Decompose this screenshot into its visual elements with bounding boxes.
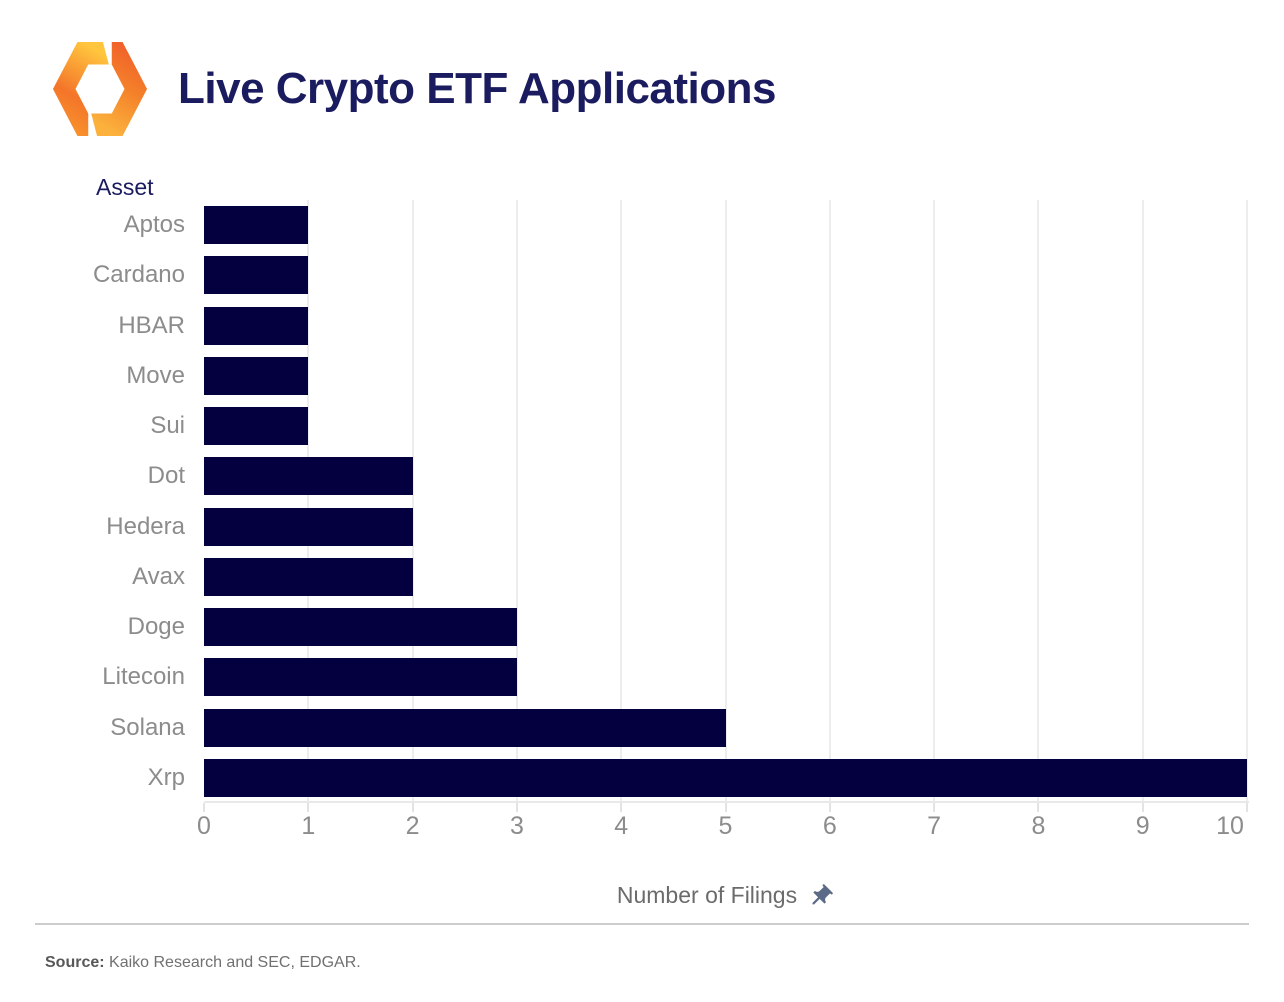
y-label-litecoin: Litecoin xyxy=(102,663,185,691)
source-label: Source: xyxy=(45,954,105,971)
y-label-sui: Sui xyxy=(150,412,185,439)
bar-xrp xyxy=(204,758,1247,797)
tickmark-10 xyxy=(1246,803,1248,812)
bar-cardano xyxy=(204,256,309,295)
y-label-avax: Avax xyxy=(132,562,185,590)
gridline-x-3 xyxy=(515,200,518,803)
gridline-x-9 xyxy=(1141,200,1144,803)
x-tick-label-2: 2 xyxy=(405,812,420,840)
tickmark-9 xyxy=(1141,803,1144,812)
gridline-x-8 xyxy=(1037,200,1040,803)
x-tick-label-8: 8 xyxy=(1031,812,1046,840)
bar-hbar xyxy=(204,306,309,345)
x-tick-label-9: 9 xyxy=(1135,812,1150,840)
bar-doge xyxy=(204,608,517,647)
kaiko-logo-icon xyxy=(52,41,148,137)
gridline-x-10 xyxy=(1246,200,1248,803)
bar-solana xyxy=(204,708,726,747)
x-tick-label-10: 10 xyxy=(1216,812,1244,840)
pushpin-icon xyxy=(807,883,834,916)
y-label-cardano: Cardano xyxy=(92,261,185,289)
x-tick-label-1: 1 xyxy=(301,812,316,840)
bar-avax xyxy=(204,557,413,596)
source-text: Kaiko Research and SEC, EDGAR. xyxy=(104,954,361,971)
y-label-xrp: Xrp xyxy=(147,763,185,791)
tickmark-1 xyxy=(307,803,310,812)
x-tick-label-4: 4 xyxy=(614,812,629,840)
gridline-x-5 xyxy=(724,200,727,803)
y-axis-labels: Aptos Cardano HBAR Move Sui Dot Hedera Avax Doge… xyxy=(0,200,185,803)
x-axis-title: Number of Filings xyxy=(204,882,1247,916)
bar-move xyxy=(204,356,309,395)
y-label-move: Move xyxy=(126,361,185,389)
tickmark-7 xyxy=(933,803,936,812)
bar-litecoin xyxy=(204,658,517,697)
bar-dot xyxy=(204,457,413,496)
gridline-x-2 xyxy=(411,200,414,803)
bar-aptos xyxy=(204,206,309,245)
x-tick-label-7: 7 xyxy=(927,812,942,840)
tickmark-0 xyxy=(203,803,205,812)
source-note: Source: Kaiko Research and SEC, EDGAR. xyxy=(45,954,361,972)
footer-divider xyxy=(35,923,1249,925)
gridline-x-4 xyxy=(620,200,623,803)
y-label-dot: Dot xyxy=(147,462,185,490)
y-label-aptos: Aptos xyxy=(123,211,185,238)
gridline-x-6 xyxy=(828,200,831,803)
bar-hedera xyxy=(204,507,413,546)
x-tick-label-3: 3 xyxy=(509,812,524,840)
y-label-doge: Doge xyxy=(127,613,185,640)
y-axis-title: Asset xyxy=(96,174,154,200)
plot-panel xyxy=(204,200,1248,803)
x-axis-title-label: Number of Filings xyxy=(616,882,798,908)
y-label-hbar: HBAR xyxy=(118,311,185,339)
tickmark-2 xyxy=(411,803,414,812)
page-title: Live Crypto ETF Applications xyxy=(178,64,776,113)
x-tick-label-6: 6 xyxy=(822,812,837,840)
y-label-solana: Solana xyxy=(110,713,185,741)
bar-sui xyxy=(204,407,309,446)
tickmark-8 xyxy=(1037,803,1040,812)
y-label-hedera: Hedera xyxy=(106,512,185,540)
gridline-x-7 xyxy=(933,200,936,803)
x-tick-label-5: 5 xyxy=(718,812,733,840)
x-axis-line xyxy=(204,801,1249,803)
gridline-x-1 xyxy=(307,200,310,803)
tickmark-5 xyxy=(724,803,727,812)
tickmark-4 xyxy=(620,803,623,812)
tickmark-6 xyxy=(828,803,831,812)
x-tick-label-0: 0 xyxy=(197,812,211,840)
tickmark-3 xyxy=(515,803,518,812)
